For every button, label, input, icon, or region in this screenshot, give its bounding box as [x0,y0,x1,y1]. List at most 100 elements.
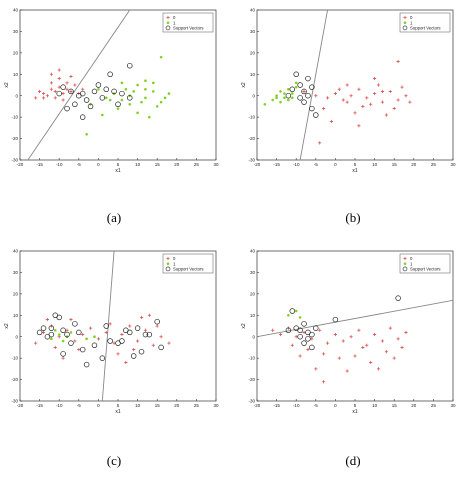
class-0-point [143,328,148,332]
class-1-point [287,87,290,91]
y-tick-label: 30 [250,29,256,34]
class-0-point [341,339,345,343]
class-0-point [139,315,144,320]
support-vector-point [309,84,315,90]
support-vector-point [79,346,86,353]
class-1-point [136,111,139,115]
class-0-point [380,89,385,94]
class-1-point [101,113,104,117]
class-0-point [322,380,326,384]
class-1-point [151,81,155,85]
class-0-point [396,59,400,64]
class-1-point [290,92,294,95]
legend-marker-class-1 [403,21,407,25]
plot-area [34,251,171,401]
y-tick-label: 10 [250,313,256,318]
class-0-point [373,91,377,96]
legend-label: 1 [173,20,176,25]
class-0-point [151,343,155,347]
class-0-point [69,317,73,322]
class-1-point [290,96,294,100]
x-tick-label: -15 [273,403,280,408]
class-1-point [120,98,124,102]
class-1-point [116,107,120,110]
class-0-point [396,337,400,341]
class-0-point [49,81,53,85]
class-0-point [353,354,357,358]
y-tick-label: -10 [11,356,18,361]
x-tick-label: 30 [213,403,219,408]
class-0-point [278,332,283,337]
class-0-point [124,360,128,365]
x-tick-label: -20 [254,162,261,167]
class-0-point [167,341,171,345]
x-tick-label: 30 [450,403,456,408]
support-vector-point [99,95,106,101]
class-0-point [65,87,69,91]
support-vector-point [309,331,315,338]
class-1-point [124,87,128,91]
class-1-point [148,115,151,119]
y-tick-label: -30 [248,399,255,404]
axes-box [19,9,217,161]
x-tick-label: 30 [450,162,456,167]
decision-boundary [101,251,115,401]
y-axis-label: x2 [241,323,247,329]
legend-label: 0 [410,256,413,261]
class-1-point [132,90,135,93]
support-vector-point [130,353,137,359]
class-0-point [38,89,42,94]
class-0-point [318,328,322,332]
class-0-point [400,85,404,89]
y-tick-label: -20 [11,377,18,382]
y-tick-label: 40 [13,8,19,13]
support-vector-point [313,325,319,331]
class-0-point [357,87,361,91]
class-0-point [45,317,50,322]
x-tick-label: 20 [174,403,180,408]
class-1-point [167,92,171,95]
x-tick-label: -15 [273,162,280,167]
legend-label: Support Vectors [173,267,204,272]
class-1-point [93,335,96,339]
class-0-point [147,313,151,317]
class-0-point [345,100,349,104]
class-1-point [159,100,163,104]
x-tick-label: 25 [194,403,200,408]
plot-area [263,10,412,160]
class-1-point [57,333,61,336]
x-tick-label: 20 [411,162,417,167]
legend-box [162,12,214,33]
legend-label: 0 [173,256,176,261]
panel-b: -20 -15 -10 -5 0 5 10 15 20 25 30 -30 -20 -10 0 10 20 30 4… [237,0,474,241]
y-tick-label: -20 [248,136,255,141]
class-1-point [144,96,147,100]
legend-marker-class-1 [403,262,407,265]
axes-box [256,9,454,161]
class-1-point [136,83,139,87]
class-0-point [104,330,108,335]
legend-marker-support-vectors [402,25,408,31]
class-1-point [275,94,278,98]
x-tick-label: -5 [77,403,81,408]
scatter-plot-c: -20 -15 -10 -5 0 5 10 15 20 25 30-30-20-1001020304… [4,249,219,415]
x-tick-label: 15 [392,162,398,167]
x-tick-label: 20 [411,403,417,408]
support-vector-point [285,92,292,99]
legend-box [399,253,451,274]
y-tick-label: 20 [250,291,256,296]
legend-marker-support-vectors [402,266,408,272]
support-vector-point [111,88,117,95]
class-0-point [318,141,322,145]
class-0-point [41,91,46,96]
y-tick-label: 40 [250,249,256,254]
class-0-point [45,94,50,98]
legend-marker-support-vectors [165,25,171,31]
support-vector-point [297,82,303,88]
legend-marker-class-0 [403,15,407,20]
class-1-point [287,313,290,317]
x-tick-label: 5 [354,162,357,167]
x-tick-label: 30 [213,162,219,167]
